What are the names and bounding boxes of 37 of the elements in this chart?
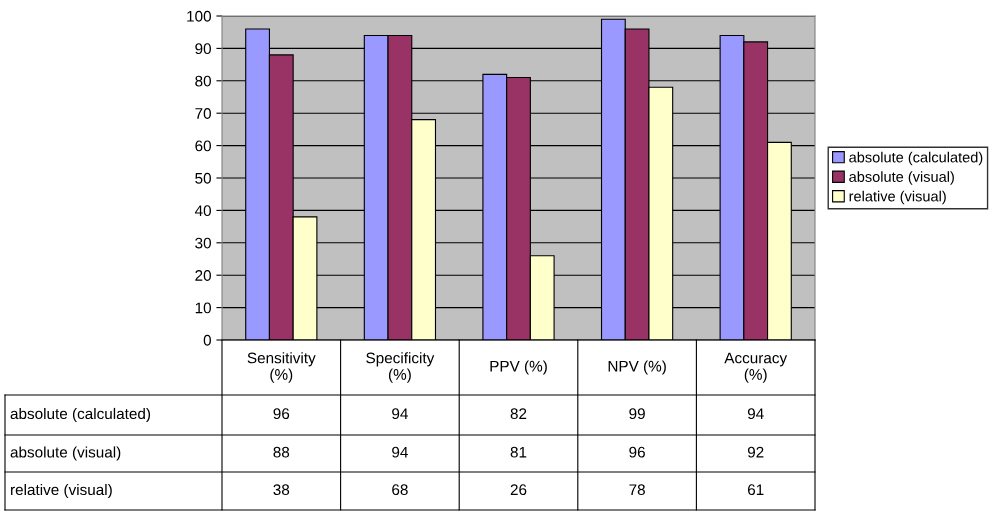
y-tick-label: 100 [187,10,211,22]
text: absolute (calculated) [10,407,151,423]
data-label: 94 [392,446,408,458]
x-tick-label: NPV (%) [608,360,666,375]
legend-label: absolute (calculated) [849,151,983,166]
data-label: 78 [629,484,645,496]
y-tick-label: 0 [203,334,211,346]
y-tick-label: 90 [195,43,211,55]
x-tick-label: Sensitivity (%) [247,352,316,383]
y-tick-label: 40 [194,205,211,217]
data-label: 81 [510,446,527,458]
data-label: 82 [510,408,527,420]
data-label: 96 [629,446,645,458]
y-tick-label: 30 [195,237,211,249]
data-label: 61 [747,484,764,496]
data-label: 94 [747,408,764,420]
y-tick-label: 20 [195,270,211,281]
data-label: 26 [510,484,527,496]
data-label: 99 [629,408,645,420]
x-tick-label: PPV (%) [490,360,547,375]
data-label: 68 [392,484,408,496]
legend-label: absolute (visual) [849,171,954,185]
data-label: 94 [392,408,408,420]
x-tick-label: Accuracy (%) [724,352,788,383]
y-tick-label: 80 [195,75,211,87]
data-label: 92 [747,446,764,458]
x-tick-label: Specificity (%) [366,352,435,383]
text: relative (visual) [11,483,112,499]
data-label: 38 [273,484,290,496]
data-label: 96 [273,408,290,420]
y-tick-label: 50 [195,172,211,184]
y-tick-label: 60 [195,140,211,152]
y-tick-label: 70 [195,108,211,119]
text: absolute (visual) [10,446,121,461]
y-tick-label: 10 [195,302,211,314]
legend-label: relative (visual) [849,190,946,205]
data-label: 88 [273,446,290,458]
